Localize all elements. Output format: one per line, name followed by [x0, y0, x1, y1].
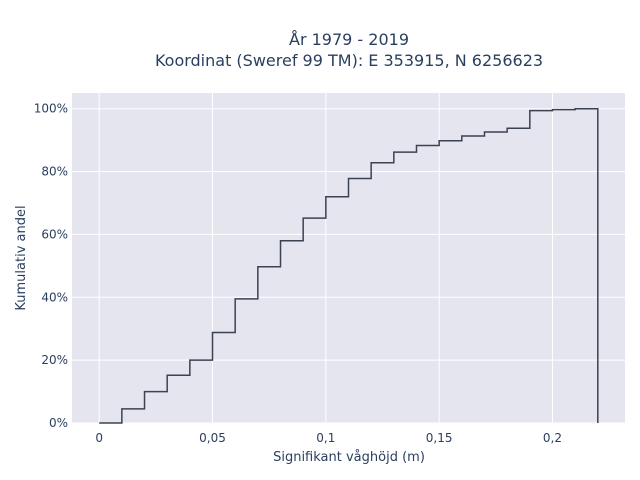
y-tick-label: 0%: [49, 416, 68, 430]
y-tick-label: 40%: [41, 290, 68, 304]
x-tick-label: 0: [95, 431, 103, 445]
plot-area: [72, 93, 625, 423]
x-tick-label: 0,05: [199, 431, 226, 445]
series-step-line: [99, 107, 599, 424]
x-tick-label: 0,1: [316, 431, 335, 445]
x-axis-label: Signifikant våghöjd (m): [273, 450, 425, 465]
y-tick-label: 100%: [34, 102, 68, 116]
x-tick-labels: 0 0,05 0,1 0,15 0,2: [95, 431, 562, 445]
x-tick-label: 0,15: [426, 431, 453, 445]
y-tick-label: 20%: [41, 353, 68, 367]
chart-title-line-1: År 1979 - 2019: [289, 30, 409, 49]
y-tick-label: 80%: [41, 165, 68, 179]
y-tick-label: 60%: [41, 227, 68, 241]
grid-lines: [72, 93, 625, 424]
y-tick-labels: 0% 20% 40% 60% 80% 100%: [34, 102, 68, 430]
y-axis-label: Kumulativ andel: [14, 205, 29, 310]
chart-title-line-2: Koordinat (Sweref 99 TM): E 353915, N 62…: [155, 51, 543, 70]
x-tick-label: 0,2: [543, 431, 562, 445]
